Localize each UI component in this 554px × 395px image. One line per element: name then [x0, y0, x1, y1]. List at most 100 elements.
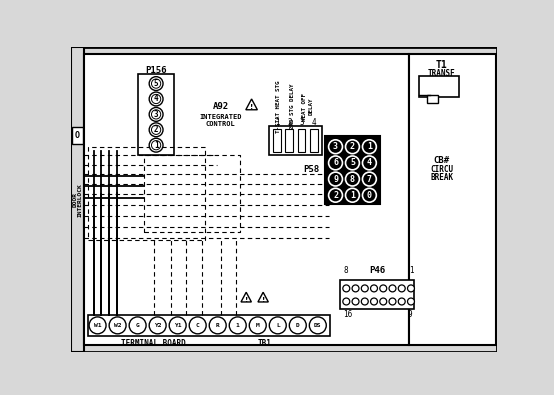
- Circle shape: [408, 298, 414, 305]
- Text: G: G: [136, 323, 140, 328]
- Circle shape: [361, 298, 368, 305]
- Circle shape: [149, 92, 163, 106]
- Text: Y1: Y1: [174, 323, 181, 328]
- Text: 3: 3: [333, 142, 338, 151]
- Text: DS: DS: [314, 323, 321, 328]
- Circle shape: [346, 140, 360, 154]
- Text: 1: 1: [236, 323, 239, 328]
- Text: P58: P58: [303, 166, 319, 174]
- Circle shape: [129, 317, 146, 334]
- Circle shape: [151, 79, 161, 88]
- Text: 1: 1: [409, 266, 414, 275]
- Text: M: M: [256, 323, 260, 328]
- Text: !: !: [250, 104, 253, 110]
- Text: P156: P156: [145, 66, 167, 75]
- Bar: [138, 74, 174, 155]
- Circle shape: [149, 138, 163, 152]
- Text: 1: 1: [350, 191, 355, 200]
- Text: 9: 9: [333, 175, 338, 184]
- Text: 2: 2: [287, 118, 291, 126]
- Text: CIRCU: CIRCU: [430, 165, 453, 173]
- Circle shape: [149, 317, 166, 334]
- Circle shape: [371, 298, 377, 305]
- Text: 7: 7: [367, 175, 372, 184]
- Bar: [409, 54, 496, 345]
- Text: 4: 4: [312, 118, 316, 126]
- Circle shape: [329, 188, 342, 202]
- Text: 1: 1: [367, 142, 372, 151]
- Circle shape: [109, 317, 126, 334]
- Text: 8: 8: [350, 175, 355, 184]
- Text: CONTROL: CONTROL: [206, 121, 235, 128]
- Text: !: !: [244, 297, 248, 303]
- Circle shape: [289, 317, 306, 334]
- Text: A92: A92: [213, 102, 229, 111]
- Bar: [285, 129, 293, 152]
- Circle shape: [149, 123, 163, 137]
- Text: 5: 5: [350, 158, 355, 167]
- Text: 4: 4: [367, 158, 372, 167]
- Bar: [419, 76, 459, 98]
- Text: 2ND STG DELAY: 2ND STG DELAY: [290, 84, 295, 130]
- Text: 1: 1: [275, 118, 279, 126]
- Text: 9: 9: [408, 310, 413, 319]
- Text: P46: P46: [369, 266, 385, 275]
- Text: O: O: [75, 131, 80, 140]
- Text: T-STAT HEAT STG: T-STAT HEAT STG: [276, 81, 281, 133]
- Circle shape: [398, 285, 405, 292]
- Text: L: L: [276, 323, 280, 328]
- Circle shape: [346, 172, 360, 186]
- Circle shape: [362, 172, 376, 186]
- Circle shape: [371, 285, 377, 292]
- Text: Y2: Y2: [154, 323, 161, 328]
- Text: BREAK: BREAK: [430, 173, 453, 182]
- Circle shape: [361, 285, 368, 292]
- Circle shape: [151, 141, 161, 150]
- Text: INTEGRATED: INTEGRATED: [199, 114, 242, 120]
- Circle shape: [346, 188, 360, 202]
- Circle shape: [408, 285, 414, 292]
- Text: 3: 3: [154, 110, 158, 119]
- Circle shape: [352, 298, 359, 305]
- Text: HEAT OFF
DELAY: HEAT OFF DELAY: [302, 93, 313, 121]
- Circle shape: [380, 298, 387, 305]
- Circle shape: [362, 188, 376, 202]
- Circle shape: [398, 298, 405, 305]
- Circle shape: [149, 107, 163, 121]
- Text: 4: 4: [154, 94, 158, 103]
- Circle shape: [151, 125, 161, 134]
- Text: 0: 0: [367, 191, 372, 200]
- Circle shape: [343, 285, 350, 292]
- Bar: [88, 314, 330, 336]
- Circle shape: [343, 298, 350, 305]
- Bar: [269, 126, 322, 155]
- Bar: [310, 129, 318, 152]
- Bar: [71, 47, 85, 352]
- Polygon shape: [241, 292, 252, 302]
- Polygon shape: [246, 99, 258, 110]
- Circle shape: [229, 317, 246, 334]
- Circle shape: [89, 317, 106, 334]
- Circle shape: [249, 317, 266, 334]
- Bar: [427, 95, 438, 103]
- Text: 2: 2: [333, 191, 338, 200]
- Bar: [298, 129, 305, 152]
- Text: W2: W2: [114, 323, 121, 328]
- Bar: [85, 54, 409, 345]
- Circle shape: [329, 156, 342, 170]
- Circle shape: [209, 317, 226, 334]
- Circle shape: [309, 317, 326, 334]
- Text: C: C: [196, 323, 199, 328]
- Text: 5: 5: [154, 79, 158, 88]
- Circle shape: [189, 317, 206, 334]
- Circle shape: [346, 156, 360, 170]
- Circle shape: [389, 285, 396, 292]
- Text: T1: T1: [436, 60, 448, 70]
- Bar: [340, 280, 414, 309]
- Text: 2: 2: [154, 125, 158, 134]
- Text: TRANSF: TRANSF: [428, 69, 455, 78]
- Circle shape: [352, 285, 359, 292]
- Circle shape: [380, 285, 387, 292]
- Text: 6: 6: [333, 158, 338, 167]
- Circle shape: [362, 140, 376, 154]
